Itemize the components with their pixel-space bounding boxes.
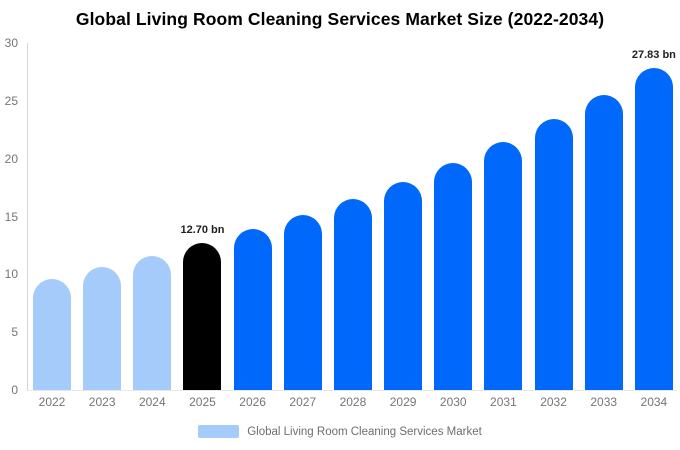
bar-value-label-2025: 12.70 bn bbox=[180, 224, 225, 236]
bar-column-2031 bbox=[484, 142, 523, 390]
x-tick-label-2026: 2026 bbox=[239, 395, 266, 409]
bar-2025 bbox=[183, 243, 222, 390]
bar-value-label-2034: 27.83 bn bbox=[631, 49, 676, 61]
y-tick-label: 25 bbox=[4, 93, 18, 108]
y-axis: 0 5 10 15 20 25 30 bbox=[0, 36, 20, 397]
bar-2023 bbox=[83, 267, 122, 390]
bar-2029 bbox=[384, 182, 423, 390]
bar-2022 bbox=[33, 279, 71, 390]
legend-swatch bbox=[198, 425, 240, 438]
bar-column-2034: 27.83 bn bbox=[632, 49, 676, 390]
y-axis-line bbox=[27, 43, 28, 390]
x-tick-label-2029: 2029 bbox=[389, 395, 417, 409]
y-tick-label: 0 bbox=[11, 383, 18, 397]
x-tick-label-2024: 2024 bbox=[138, 395, 166, 409]
legend-label: Global Living Room Cleaning Services Mar… bbox=[247, 425, 482, 438]
x-axis-line bbox=[27, 390, 677, 391]
x-axis: 2022 2023 2024 2025 2026 2027 2028 2029 2030 2031… bbox=[28, 395, 677, 409]
bar-column-2024 bbox=[133, 256, 172, 390]
bar-column-2023 bbox=[83, 267, 122, 390]
bar-2034 bbox=[634, 68, 673, 390]
x-tick-label-2028: 2028 bbox=[339, 395, 367, 409]
x-tick-label-2034: 2034 bbox=[640, 395, 668, 409]
bar-column-2032 bbox=[534, 119, 573, 390]
bar-column-2022 bbox=[33, 279, 71, 390]
bar-2031 bbox=[484, 142, 523, 390]
bar-2027 bbox=[283, 215, 322, 390]
bar-2026 bbox=[233, 229, 272, 390]
bar-2033 bbox=[584, 95, 623, 390]
y-tick-label: 30 bbox=[4, 36, 18, 50]
bar-column-2025: 12.70 bn bbox=[180, 224, 224, 390]
y-tick-label: 20 bbox=[4, 151, 18, 166]
bar-column-2033 bbox=[584, 95, 623, 390]
bar-column-2028 bbox=[333, 199, 372, 390]
x-tick-label-2027: 2027 bbox=[289, 395, 317, 409]
x-tick-label-2032: 2032 bbox=[540, 395, 567, 409]
x-tick-label-2031: 2031 bbox=[490, 395, 517, 409]
bar-2028 bbox=[333, 199, 372, 390]
bars-row: 12.70 bn 27.83 bn bbox=[28, 43, 677, 390]
bar-column-2026 bbox=[233, 229, 272, 390]
x-tick-label-2023: 2023 bbox=[88, 395, 116, 409]
chart-title: Global Living Room Cleaning Services Mar… bbox=[75, 9, 605, 29]
x-tick-label-2025: 2025 bbox=[189, 395, 216, 409]
x-tick-label-2033: 2033 bbox=[590, 395, 618, 409]
bar-2030 bbox=[434, 163, 473, 390]
bar-column-2029 bbox=[384, 182, 423, 390]
legend-item[interactable]: Global Living Room Cleaning Services Mar… bbox=[0, 425, 680, 438]
x-tick-label-2030: 2030 bbox=[439, 395, 467, 409]
bar-2024 bbox=[133, 256, 172, 390]
y-tick-label: 10 bbox=[4, 267, 18, 282]
plot-area: 0 5 10 15 20 25 30 12.70 bn 27.83 bn bbox=[0, 36, 680, 397]
bar-column-2027 bbox=[283, 215, 322, 390]
y-tick-label: 5 bbox=[11, 325, 18, 340]
bar-2032 bbox=[534, 119, 573, 390]
x-tick-label-2022: 2022 bbox=[38, 395, 66, 409]
bar-column-2030 bbox=[434, 163, 473, 390]
y-tick-label: 15 bbox=[4, 209, 18, 224]
